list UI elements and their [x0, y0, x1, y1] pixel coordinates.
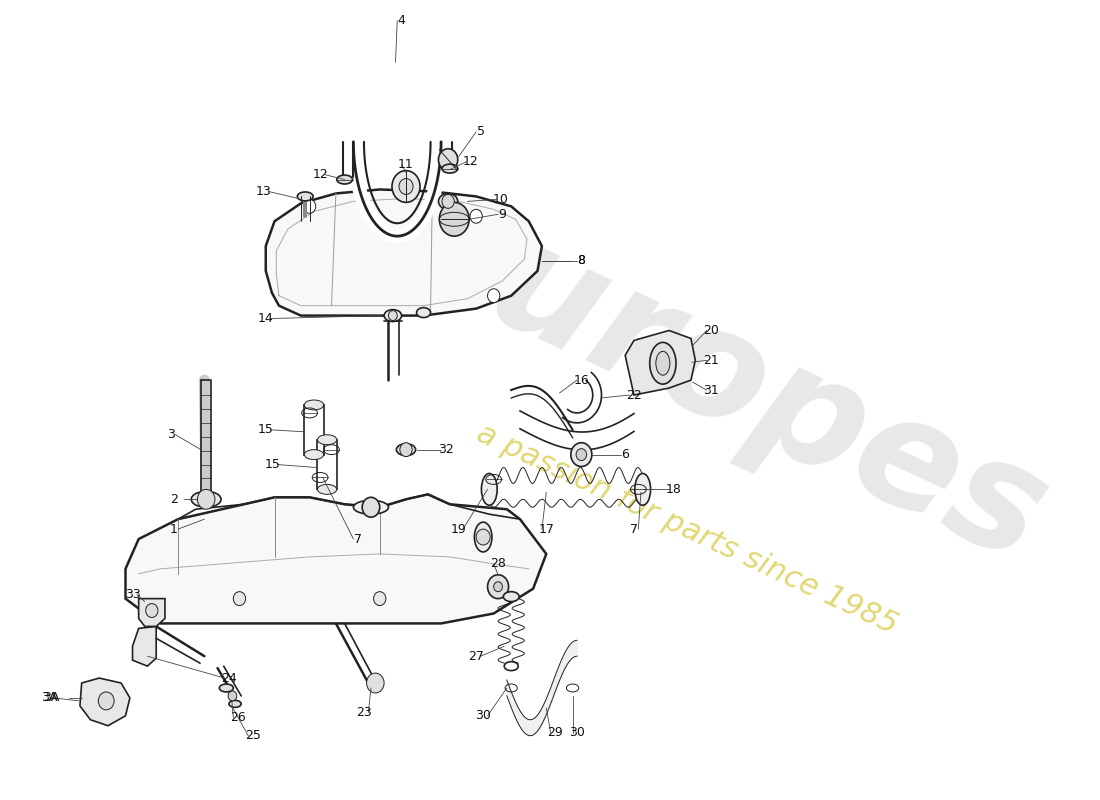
Ellipse shape	[656, 351, 670, 375]
Text: 10: 10	[493, 193, 508, 206]
Text: 24: 24	[221, 671, 236, 685]
Text: 33: 33	[124, 588, 141, 601]
Circle shape	[388, 310, 397, 321]
Text: 31: 31	[703, 383, 719, 397]
Text: 28: 28	[491, 558, 506, 570]
Text: 7: 7	[630, 522, 638, 535]
Ellipse shape	[297, 192, 313, 201]
Text: 21: 21	[703, 354, 719, 366]
Text: 18: 18	[666, 483, 681, 496]
Ellipse shape	[635, 474, 650, 506]
Polygon shape	[625, 330, 695, 395]
Ellipse shape	[318, 485, 337, 494]
Text: 27: 27	[469, 650, 484, 662]
Circle shape	[470, 210, 482, 223]
Circle shape	[571, 442, 592, 466]
Ellipse shape	[305, 450, 323, 459]
Text: 12: 12	[312, 168, 328, 181]
Ellipse shape	[439, 194, 458, 210]
Text: 12: 12	[463, 155, 478, 168]
Circle shape	[487, 289, 499, 302]
Circle shape	[399, 178, 412, 194]
Text: 2: 2	[169, 493, 178, 506]
Ellipse shape	[474, 522, 492, 552]
Ellipse shape	[219, 684, 233, 692]
Circle shape	[304, 199, 316, 214]
Text: 17: 17	[538, 522, 554, 535]
Text: 8: 8	[578, 254, 585, 267]
Circle shape	[374, 592, 386, 606]
Circle shape	[576, 449, 586, 461]
Text: 3A: 3A	[43, 691, 59, 705]
Text: 22: 22	[626, 389, 641, 402]
Ellipse shape	[504, 592, 519, 602]
Circle shape	[366, 673, 384, 693]
Text: 7: 7	[354, 533, 362, 546]
Circle shape	[145, 603, 158, 618]
Text: 32: 32	[438, 443, 453, 456]
Ellipse shape	[442, 164, 458, 173]
Ellipse shape	[353, 500, 388, 514]
Text: 8: 8	[578, 254, 585, 267]
Ellipse shape	[384, 310, 402, 322]
Text: 11: 11	[398, 158, 414, 171]
Ellipse shape	[650, 342, 676, 384]
Text: 26: 26	[230, 711, 245, 724]
Text: 5: 5	[476, 126, 484, 138]
Text: 14: 14	[257, 312, 274, 325]
Ellipse shape	[396, 444, 416, 456]
Ellipse shape	[305, 400, 323, 410]
Text: 4: 4	[398, 14, 406, 27]
Polygon shape	[139, 598, 165, 626]
Circle shape	[494, 582, 503, 592]
Text: 9: 9	[498, 208, 506, 221]
Circle shape	[476, 529, 491, 545]
Circle shape	[487, 574, 508, 598]
Text: 16: 16	[573, 374, 590, 386]
Ellipse shape	[229, 700, 241, 707]
Text: 3A: 3A	[41, 691, 57, 705]
Ellipse shape	[337, 175, 352, 184]
Circle shape	[392, 170, 420, 202]
Ellipse shape	[191, 491, 221, 507]
Text: a passion for parts since 1985: a passion for parts since 1985	[472, 418, 902, 640]
Text: 30: 30	[569, 726, 585, 739]
Text: 15: 15	[257, 423, 274, 436]
Text: 30: 30	[475, 710, 491, 722]
Text: 6: 6	[621, 448, 629, 461]
Text: 20: 20	[703, 324, 719, 337]
Circle shape	[439, 149, 458, 170]
Text: 23: 23	[356, 706, 372, 719]
Circle shape	[98, 692, 114, 710]
Polygon shape	[266, 190, 542, 315]
Circle shape	[233, 592, 245, 606]
Circle shape	[228, 691, 236, 701]
Text: 29: 29	[547, 726, 563, 739]
Ellipse shape	[318, 434, 337, 445]
Circle shape	[400, 442, 412, 457]
Ellipse shape	[417, 308, 430, 318]
Polygon shape	[132, 626, 156, 666]
Circle shape	[197, 490, 215, 510]
Text: 15: 15	[265, 458, 280, 471]
Circle shape	[362, 498, 380, 517]
Ellipse shape	[482, 474, 497, 506]
Text: 25: 25	[244, 729, 261, 742]
Text: 19: 19	[451, 522, 466, 535]
Text: 1: 1	[169, 522, 178, 535]
Text: 13: 13	[256, 185, 272, 198]
Text: 3: 3	[167, 428, 175, 442]
Polygon shape	[80, 678, 130, 726]
Text: europes: europes	[374, 166, 1069, 595]
Circle shape	[442, 194, 454, 208]
Circle shape	[439, 202, 469, 236]
Polygon shape	[125, 494, 547, 623]
